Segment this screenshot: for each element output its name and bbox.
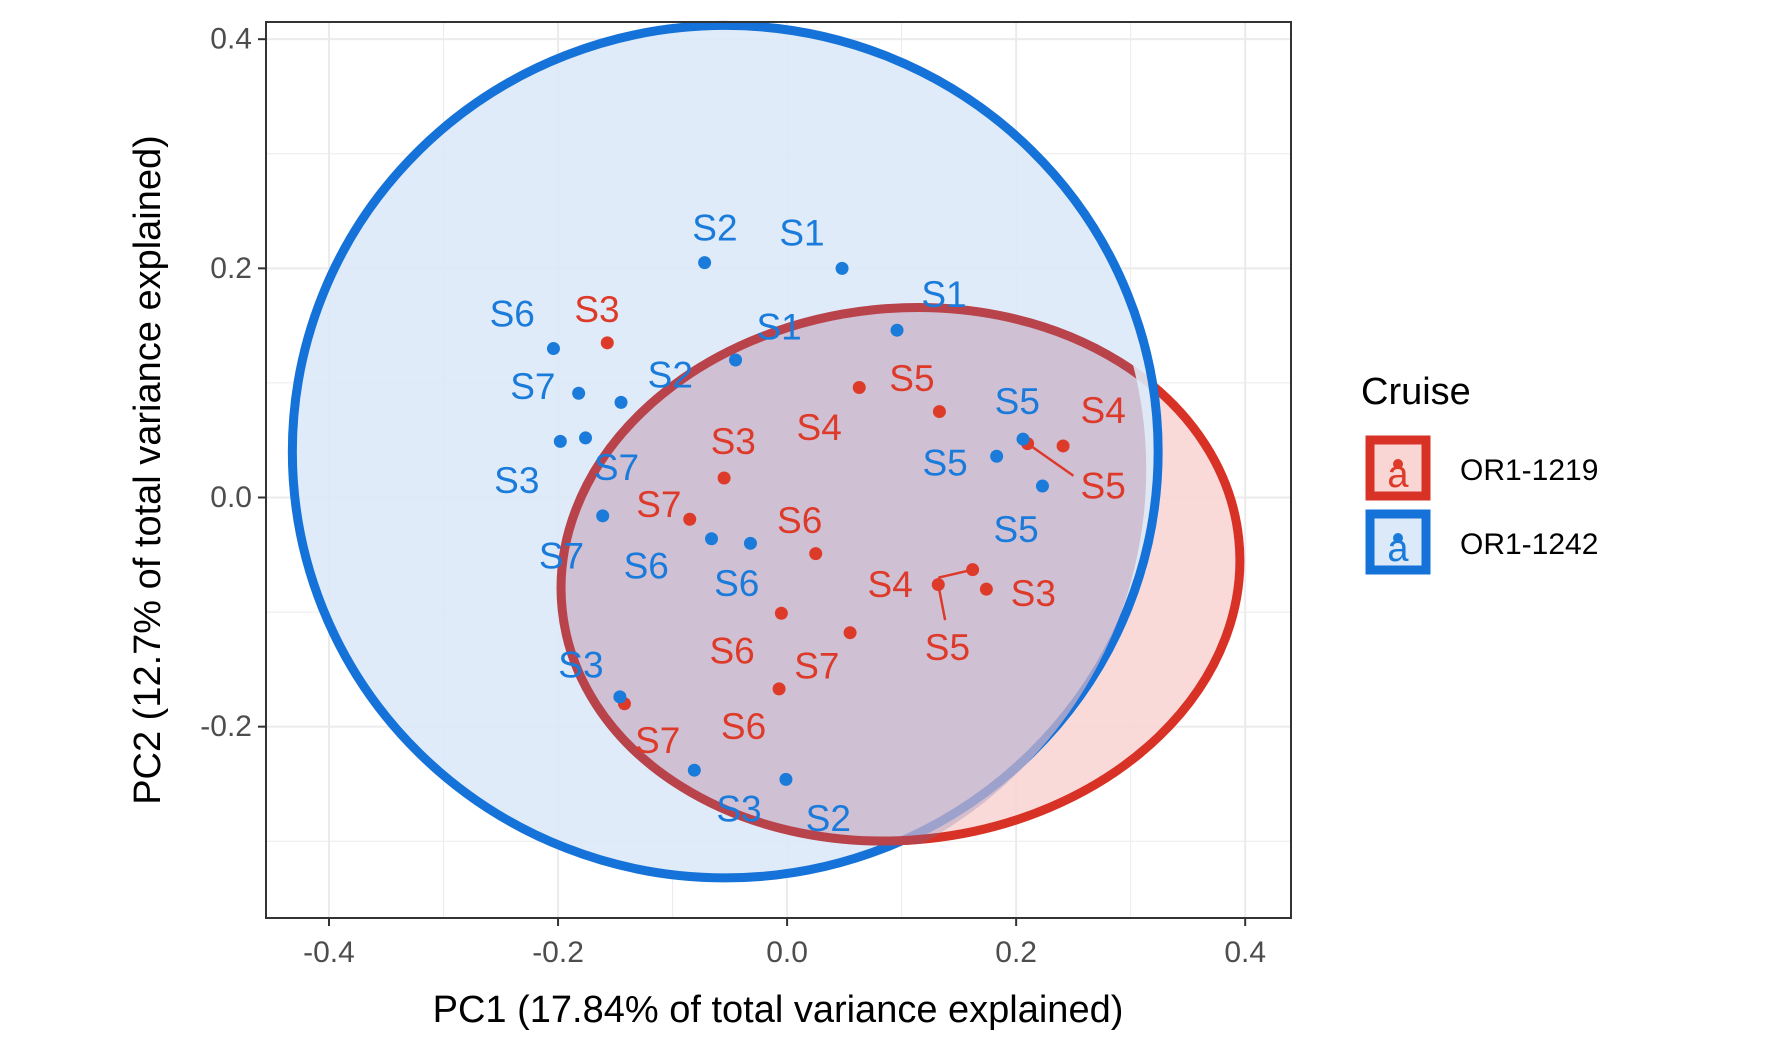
point-label-OR1-1242-10: S5 [923,443,968,484]
x-tick-label: 0.0 [766,936,808,969]
point-OR1-1242-9 [1016,432,1030,446]
x-tick-label: -0.2 [532,936,584,969]
point-label-OR1-1219-6: S7 [636,484,681,525]
x-tick-label: 0.2 [995,936,1037,969]
point-OR1-1219-6 [683,512,697,526]
y-tick-label: -0.2 [200,710,252,743]
point-OR1-1242-4 [729,353,743,367]
point-OR1-1242-6 [614,395,628,409]
point-OR1-1242-14 [743,536,757,550]
legend-label-OR1-1219: OR1-1219 [1460,454,1598,487]
panel-border [265,21,1292,919]
point-label-OR1-1242-8: S7 [594,447,639,488]
legend-item-OR1-1219: a OR1-1219 [1365,435,1598,501]
point-OR1-1242-10 [990,449,1004,463]
point-OR1-1242-8 [579,431,593,445]
legend-key-glyph-OR1-1242: a [1387,528,1409,570]
point-label-OR1-1242-4: S1 [756,306,801,347]
point-OR1-1219-7 [809,547,823,561]
point-label-OR1-1219-10: S3 [1011,573,1056,614]
point-label-OR1-1242-16: S3 [716,789,761,830]
y-axis-ticks: -0.2 0.0 0.2 0.4 [200,23,266,743]
point-OR1-1219-8 [966,563,980,577]
y-tick-label: 0.4 [210,23,252,56]
point-label-OR1-1242-11: S5 [994,509,1039,550]
point-OR1-1219-9 [931,578,945,592]
point-label-OR1-1242-3: S6 [490,294,535,335]
point-label-OR1-1242-9: S5 [995,381,1040,422]
legend: Cruise a OR1-1219 a OR1-1242 [1361,371,1598,575]
point-OR1-1219-11 [774,606,788,620]
y-axis-title: PC2 (12.7% of total variance explained) [127,135,169,805]
point-OR1-1242-7 [553,434,567,448]
point-label-OR1-1219-12: S7 [794,645,839,686]
point-OR1-1219-5 [717,471,731,485]
point-OR1-1219-13 [772,682,786,696]
point-OR1-1219-3 [1056,439,1070,453]
legend-label-OR1-1242: OR1-1242 [1460,528,1598,561]
ellipse-overlap [556,303,1189,846]
point-label-OR1-1219-14: S7 [635,720,680,761]
point-label-OR1-1219-0: S3 [574,289,619,330]
point-label-OR1-1219-9: S5 [925,627,970,668]
point-OR1-1242-5 [572,386,586,400]
y-tick-label: 0.0 [210,481,252,514]
point-OR1-1219-0 [600,336,614,350]
point-label-OR1-1242-15: S3 [558,644,603,685]
x-tick-label: -0.4 [303,936,355,969]
point-OR1-1242-13 [705,532,719,546]
point-OR1-1219-1 [852,381,866,395]
point-label-OR1-1242-2: S1 [921,274,966,315]
point-OR1-1219-2 [932,405,946,419]
point-OR1-1219-10 [979,582,993,596]
point-label-OR1-1242-13: S6 [624,546,669,587]
point-OR1-1242-3 [546,342,560,356]
x-axis-title: PC1 (17.84% of total variance explained) [433,989,1124,1031]
legend-key-point-OR1-1219 [1393,459,1403,469]
point-OR1-1219-12 [843,626,857,640]
legend-title: Cruise [1361,371,1471,413]
y-tick-label: 0.2 [210,252,252,285]
point-label-OR1-1219-5: S3 [711,421,756,462]
point-OR1-1242-11 [1035,479,1049,493]
data-points [546,256,1070,786]
x-axis-ticks: -0.4 -0.2 0.0 0.2 0.4 [303,918,1266,969]
legend-key-point-OR1-1242 [1393,533,1403,543]
legend-item-OR1-1242: a OR1-1242 [1365,509,1598,575]
point-OR1-1242-12 [596,509,610,523]
point-OR1-1242-15 [613,690,627,704]
point-OR1-1242-1 [835,261,849,275]
point-label-OR1-1219-13: S6 [721,706,766,747]
point-OR1-1242-0 [698,256,712,270]
x-tick-label: 0.4 [1224,936,1266,969]
point-OR1-1242-17 [779,772,793,786]
point-label-OR1-1242-6: S2 [648,354,693,395]
legend-key-glyph-OR1-1219: a [1387,454,1409,496]
point-label-OR1-1219-2: S4 [797,407,842,448]
point-label-OR1-1219-8: S4 [868,564,913,605]
point-label-OR1-1219-11: S6 [709,631,754,672]
point-label-OR1-1219-3: S4 [1081,390,1126,431]
point-label-OR1-1242-17: S2 [806,798,851,839]
point-label-OR1-1219-7: S6 [777,500,822,541]
point-label-OR1-1242-1: S1 [779,212,824,253]
point-label-OR1-1219-4: S5 [1081,466,1126,507]
point-label-OR1-1242-14: S6 [714,563,759,604]
point-label-OR1-1242-0: S2 [692,208,737,249]
point-label-OR1-1242-5: S7 [510,366,555,407]
confidence-ellipses [287,20,1245,883]
point-label-OR1-1242-7: S3 [494,460,539,501]
leader-line-OR1-1219 [1026,442,1075,477]
point-label-OR1-1242-12: S7 [539,535,584,576]
point-OR1-1242-16 [687,763,701,777]
point-label-OR1-1219-1: S5 [889,358,934,399]
point-OR1-1242-2 [890,323,904,337]
